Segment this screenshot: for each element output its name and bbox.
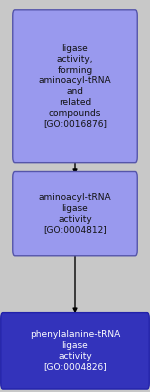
FancyBboxPatch shape (13, 10, 137, 163)
Text: phenylalanine-tRNA
ligase
activity
[GO:0004826]: phenylalanine-tRNA ligase activity [GO:0… (30, 330, 120, 372)
Text: aminoacyl-tRNA
ligase
activity
[GO:0004812]: aminoacyl-tRNA ligase activity [GO:00048… (39, 193, 111, 234)
FancyBboxPatch shape (13, 172, 137, 256)
FancyBboxPatch shape (1, 313, 149, 389)
Text: ligase
activity,
forming
aminoacyl-tRNA
and
related
compounds
[GO:0016876]: ligase activity, forming aminoacyl-tRNA … (39, 44, 111, 128)
